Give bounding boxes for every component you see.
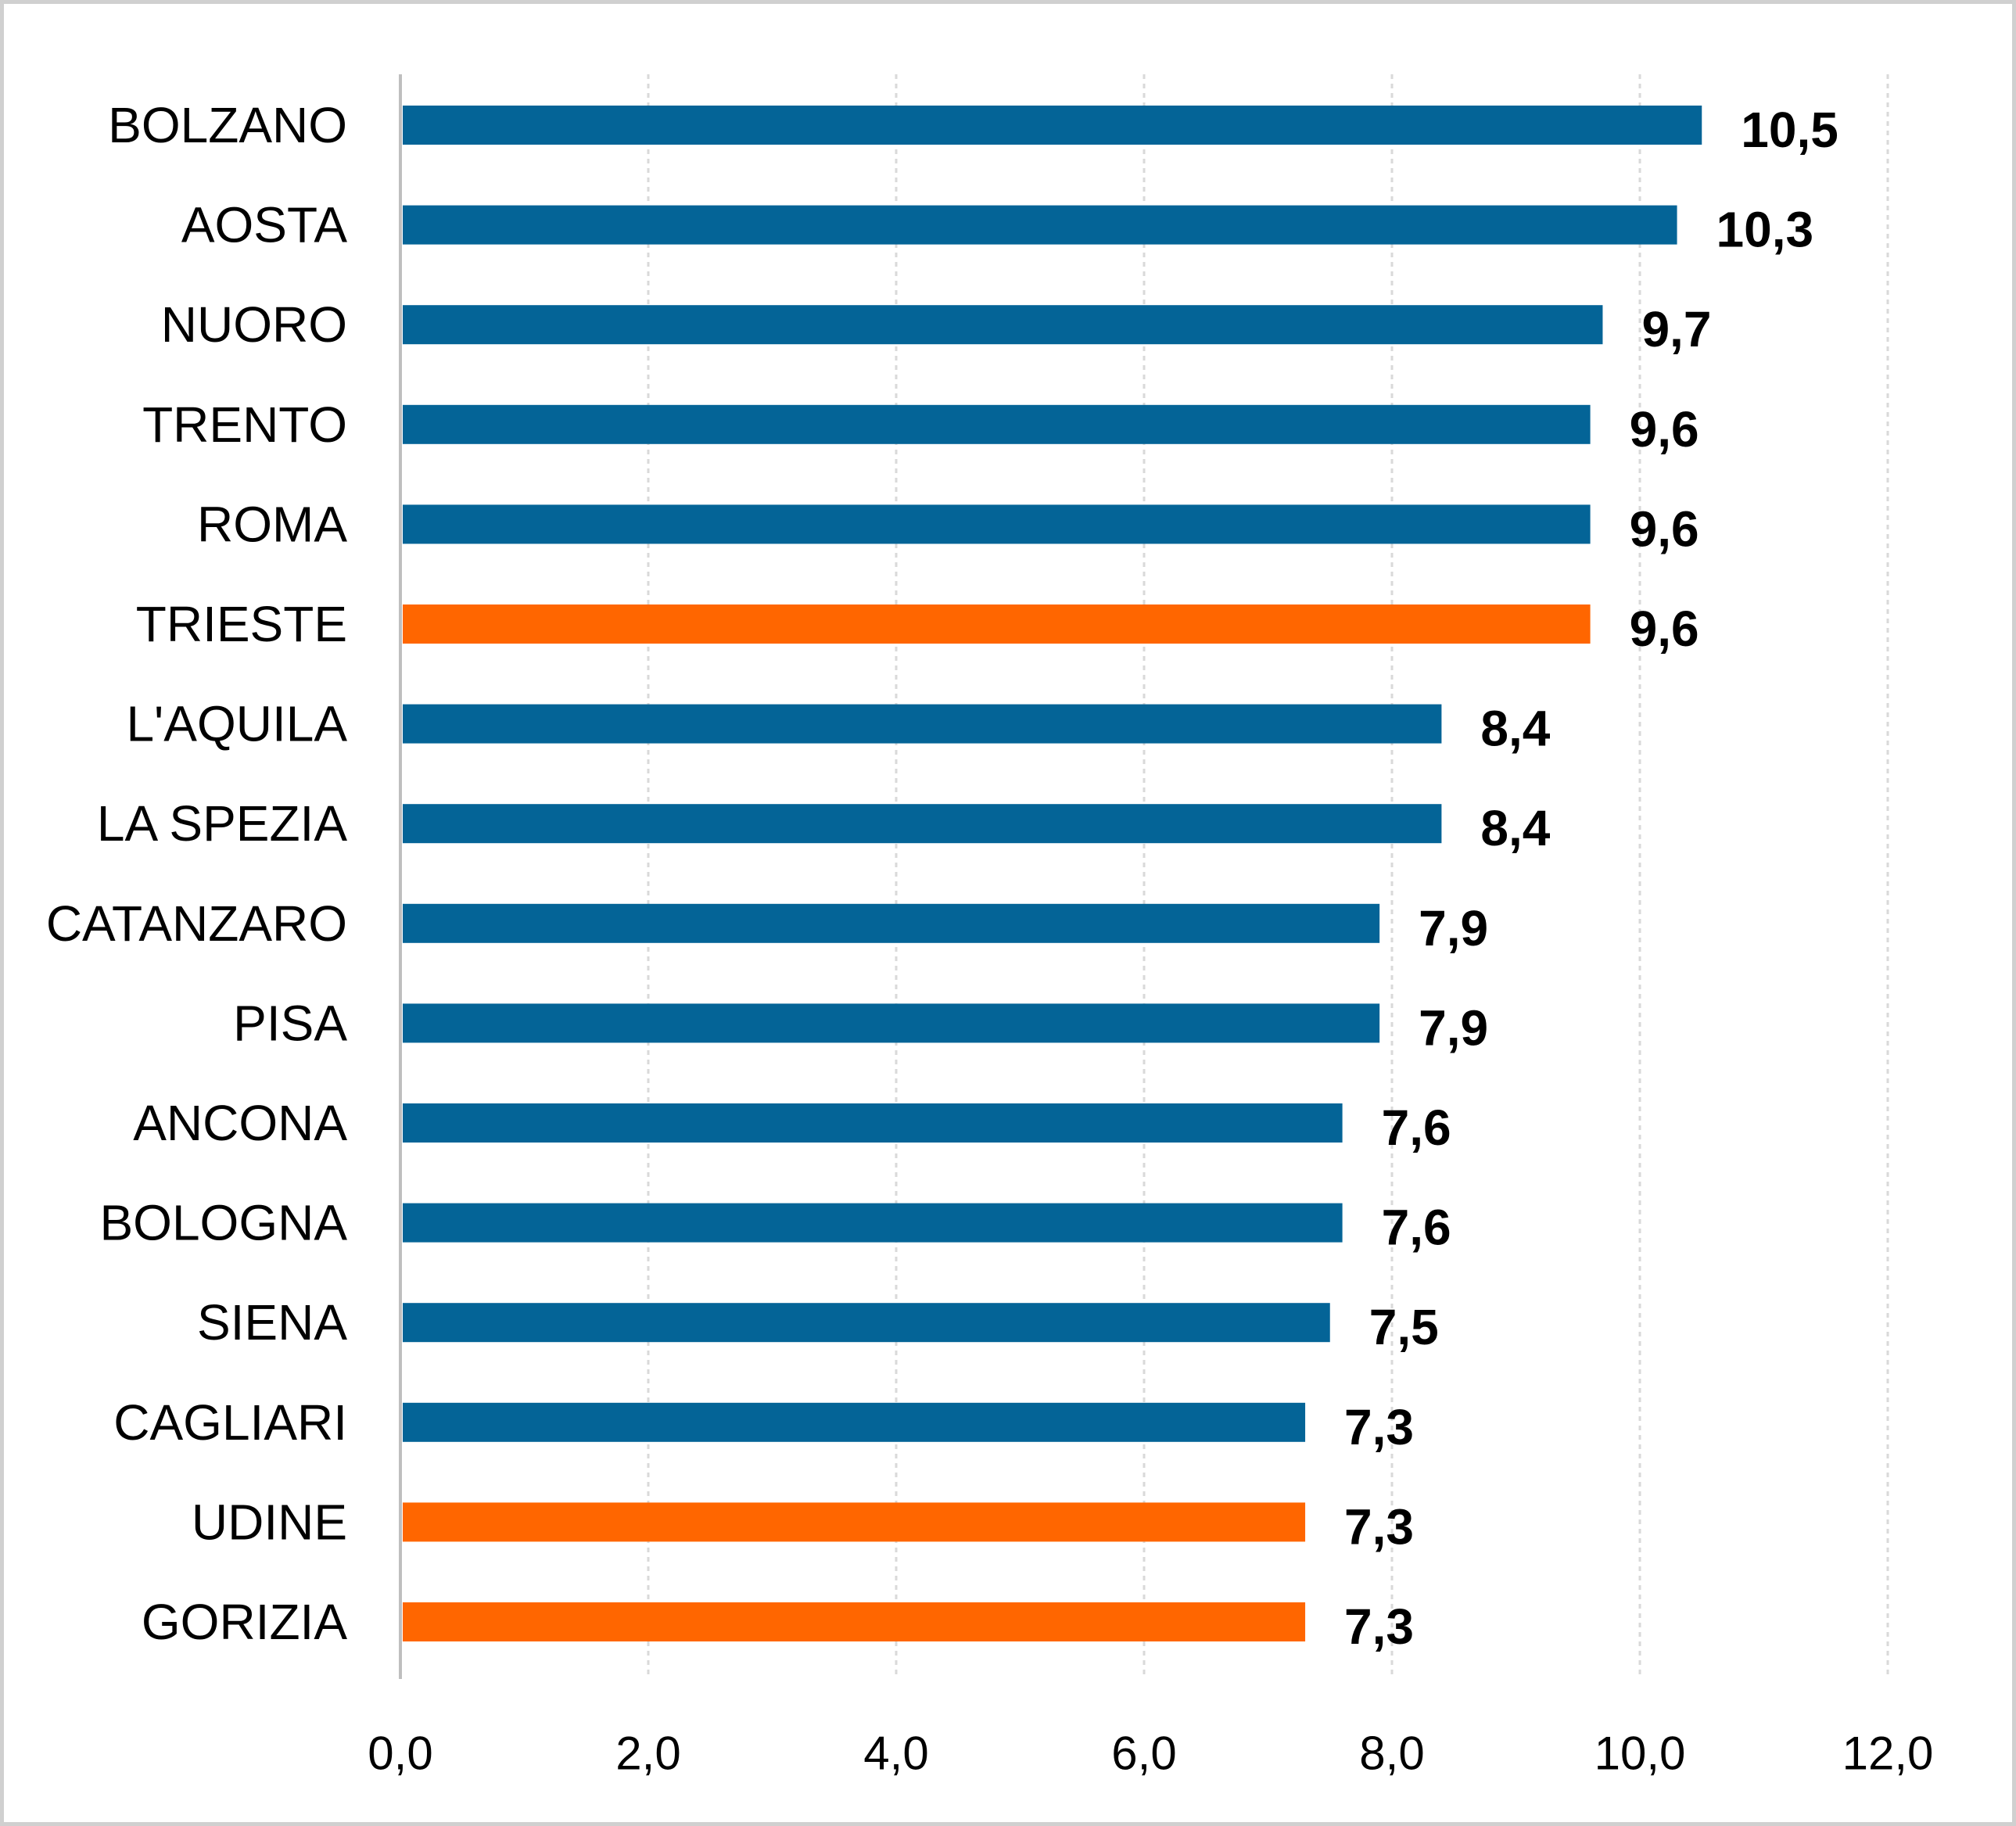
category-label: NUORO <box>161 296 347 353</box>
x-tick-label: 12,0 <box>1842 1727 1934 1780</box>
x-tick-label: 8,0 <box>1359 1727 1424 1780</box>
bar <box>403 1602 1306 1641</box>
bar <box>403 504 1591 544</box>
category-label: PISA <box>233 995 347 1051</box>
category-label: CAGLIARI <box>113 1394 347 1451</box>
category-label: L'AQUILA <box>126 696 347 752</box>
bar <box>403 903 1380 943</box>
category-label: SIENA <box>197 1294 347 1351</box>
bar <box>403 704 1442 744</box>
data-label: 7,3 <box>1344 1399 1414 1455</box>
category-label: ANCONA <box>133 1095 347 1151</box>
category-label: TRIESTE <box>136 596 347 652</box>
data-label: 7,6 <box>1382 1100 1451 1156</box>
category-label: LA SPEZIA <box>97 795 347 852</box>
data-label: 9,6 <box>1630 401 1699 457</box>
bar <box>403 106 1702 145</box>
category-label: AOSTA <box>181 197 348 253</box>
category-label: BOLZANO <box>108 97 347 153</box>
category-label: TRENTO <box>142 396 347 453</box>
bar <box>403 1003 1380 1043</box>
category-label: UDINE <box>192 1494 347 1550</box>
data-label: 7,3 <box>1344 1598 1414 1655</box>
data-label: 10,5 <box>1741 102 1838 158</box>
category-label: GORIZIA <box>142 1594 347 1650</box>
bar <box>403 804 1442 844</box>
data-label: 9,6 <box>1630 601 1699 657</box>
data-label: 7,3 <box>1344 1498 1414 1555</box>
category-label: BOLOGNA <box>99 1195 347 1251</box>
x-tick-label: 10,0 <box>1595 1727 1686 1780</box>
x-tick-label: 0,0 <box>368 1727 432 1780</box>
bar <box>403 604 1591 644</box>
bar <box>403 1303 1330 1343</box>
x-tick-label: 2,0 <box>615 1727 680 1780</box>
bar <box>403 1502 1306 1542</box>
bar <box>403 1103 1343 1143</box>
bar <box>403 404 1591 444</box>
bar <box>403 1203 1343 1243</box>
data-label: 8,4 <box>1480 701 1550 757</box>
data-label: 7,5 <box>1369 1299 1439 1355</box>
data-label: 9,7 <box>1641 301 1711 357</box>
data-label: 7,6 <box>1382 1200 1451 1256</box>
data-label: 10,3 <box>1716 202 1814 258</box>
bar <box>403 305 1603 345</box>
category-label: CATANZARO <box>46 895 347 952</box>
bar <box>403 205 1677 245</box>
x-tick-label: 4,0 <box>863 1727 928 1780</box>
data-label: 7,9 <box>1419 900 1488 956</box>
category-label: ROMA <box>197 496 347 552</box>
x-tick-label: 6,0 <box>1111 1727 1176 1780</box>
bar <box>403 1402 1306 1442</box>
data-label: 7,9 <box>1419 999 1488 1056</box>
data-label: 9,6 <box>1630 500 1699 557</box>
bar-chart: BOLZANO 10,5 AOSTA 10,3 NUORO 9,7 TRENTO 9,6 ROM… <box>46 74 1934 1780</box>
data-label: 8,4 <box>1480 800 1550 856</box>
